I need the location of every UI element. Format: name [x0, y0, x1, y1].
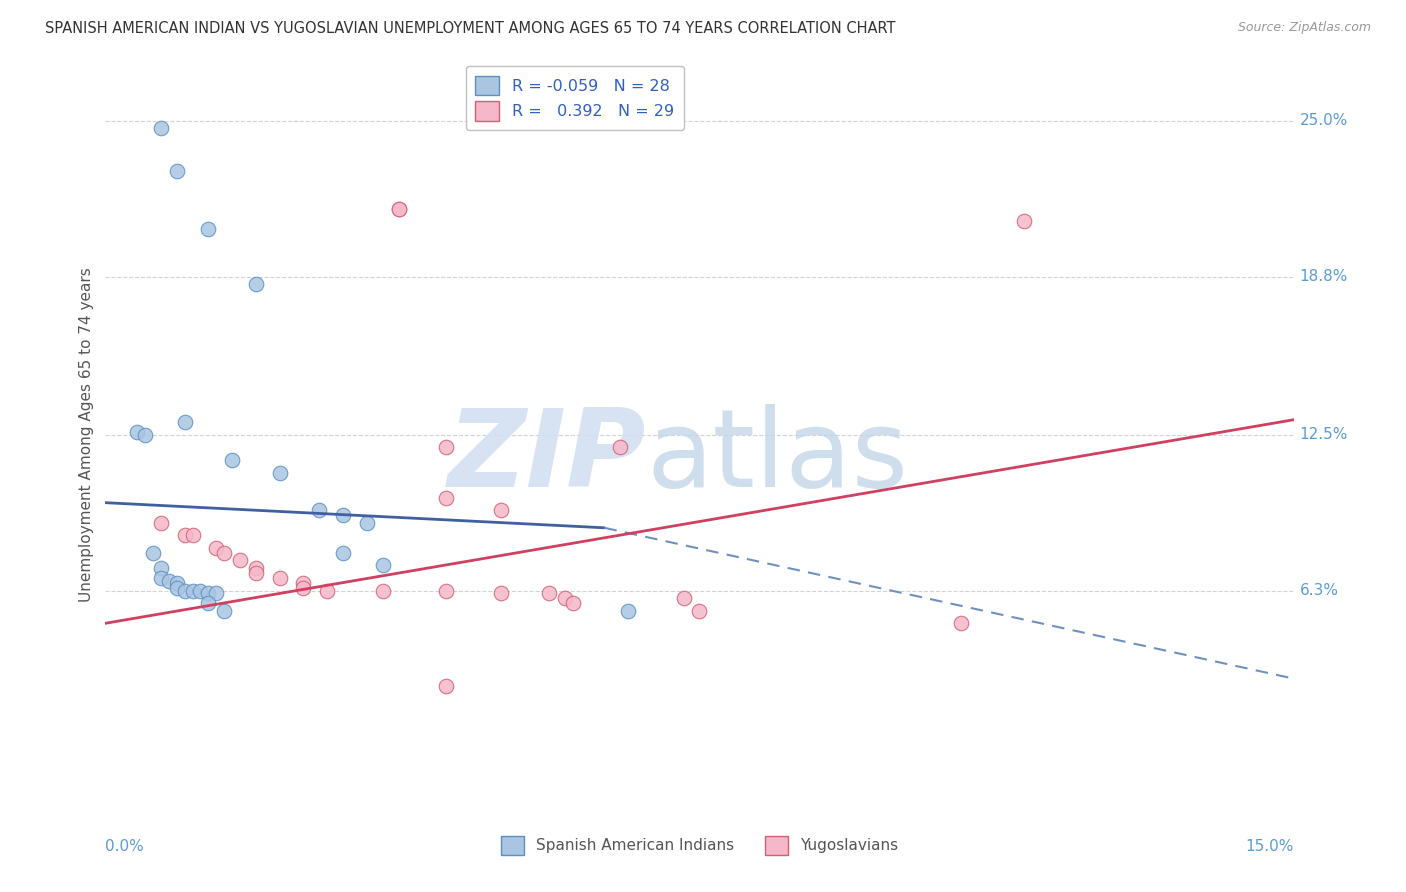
Point: [617, 604, 640, 618]
Point: [166, 164, 188, 178]
Text: 0.0%: 0.0%: [105, 839, 145, 855]
Point: [214, 546, 236, 560]
Text: SPANISH AMERICAN INDIAN VS YUGOSLAVIAN UNEMPLOYMENT AMONG AGES 65 TO 74 YEARS CO: SPANISH AMERICAN INDIAN VS YUGOSLAVIAN U…: [45, 21, 896, 36]
Point: [387, 202, 409, 216]
Point: [149, 571, 172, 585]
Point: [434, 583, 457, 598]
Text: ZIP: ZIP: [447, 404, 645, 510]
Point: [190, 583, 212, 598]
Point: [149, 516, 172, 530]
Point: [316, 583, 339, 598]
Point: [181, 528, 204, 542]
Point: [173, 583, 195, 598]
Point: [197, 586, 219, 600]
Point: [292, 581, 315, 595]
Text: atlas: atlas: [645, 404, 908, 510]
Point: [332, 508, 354, 523]
Point: [173, 415, 195, 429]
Point: [371, 583, 394, 598]
Point: [949, 616, 972, 631]
Point: [149, 121, 172, 136]
Point: [205, 586, 228, 600]
Point: [214, 604, 236, 618]
Point: [245, 561, 267, 575]
Point: [166, 576, 188, 591]
Text: 15.0%: 15.0%: [1246, 839, 1294, 855]
Point: [491, 503, 513, 517]
Point: [197, 222, 219, 236]
Point: [181, 583, 204, 598]
Point: [269, 571, 291, 585]
Point: [245, 566, 267, 580]
Point: [308, 503, 330, 517]
Point: [166, 581, 188, 595]
Text: 25.0%: 25.0%: [1299, 113, 1348, 128]
Point: [434, 679, 457, 693]
Point: [672, 591, 695, 606]
Point: [205, 541, 228, 555]
Point: [537, 586, 560, 600]
Point: [491, 586, 513, 600]
Point: [197, 596, 219, 610]
Text: 12.5%: 12.5%: [1299, 427, 1348, 442]
Point: [387, 202, 409, 216]
Point: [1012, 214, 1035, 228]
Text: 18.8%: 18.8%: [1299, 269, 1348, 284]
Point: [269, 466, 291, 480]
Point: [609, 441, 631, 455]
Point: [434, 441, 457, 455]
Point: [561, 596, 583, 610]
Point: [554, 591, 576, 606]
Point: [434, 491, 457, 505]
Point: [356, 516, 378, 530]
Point: [149, 561, 172, 575]
Point: [142, 546, 165, 560]
Point: [332, 546, 354, 560]
Point: [229, 553, 252, 567]
Point: [245, 277, 267, 291]
Point: [221, 453, 243, 467]
Point: [134, 428, 156, 442]
Point: [292, 576, 315, 591]
Point: [127, 425, 149, 440]
Text: Source: ZipAtlas.com: Source: ZipAtlas.com: [1237, 21, 1371, 34]
Legend: Spanish American Indians, Yugoslavians: Spanish American Indians, Yugoslavians: [495, 830, 904, 861]
Point: [173, 528, 195, 542]
Point: [371, 558, 394, 573]
Y-axis label: Unemployment Among Ages 65 to 74 years: Unemployment Among Ages 65 to 74 years: [79, 268, 94, 602]
Point: [157, 574, 180, 588]
Point: [689, 604, 711, 618]
Text: 6.3%: 6.3%: [1299, 583, 1339, 599]
